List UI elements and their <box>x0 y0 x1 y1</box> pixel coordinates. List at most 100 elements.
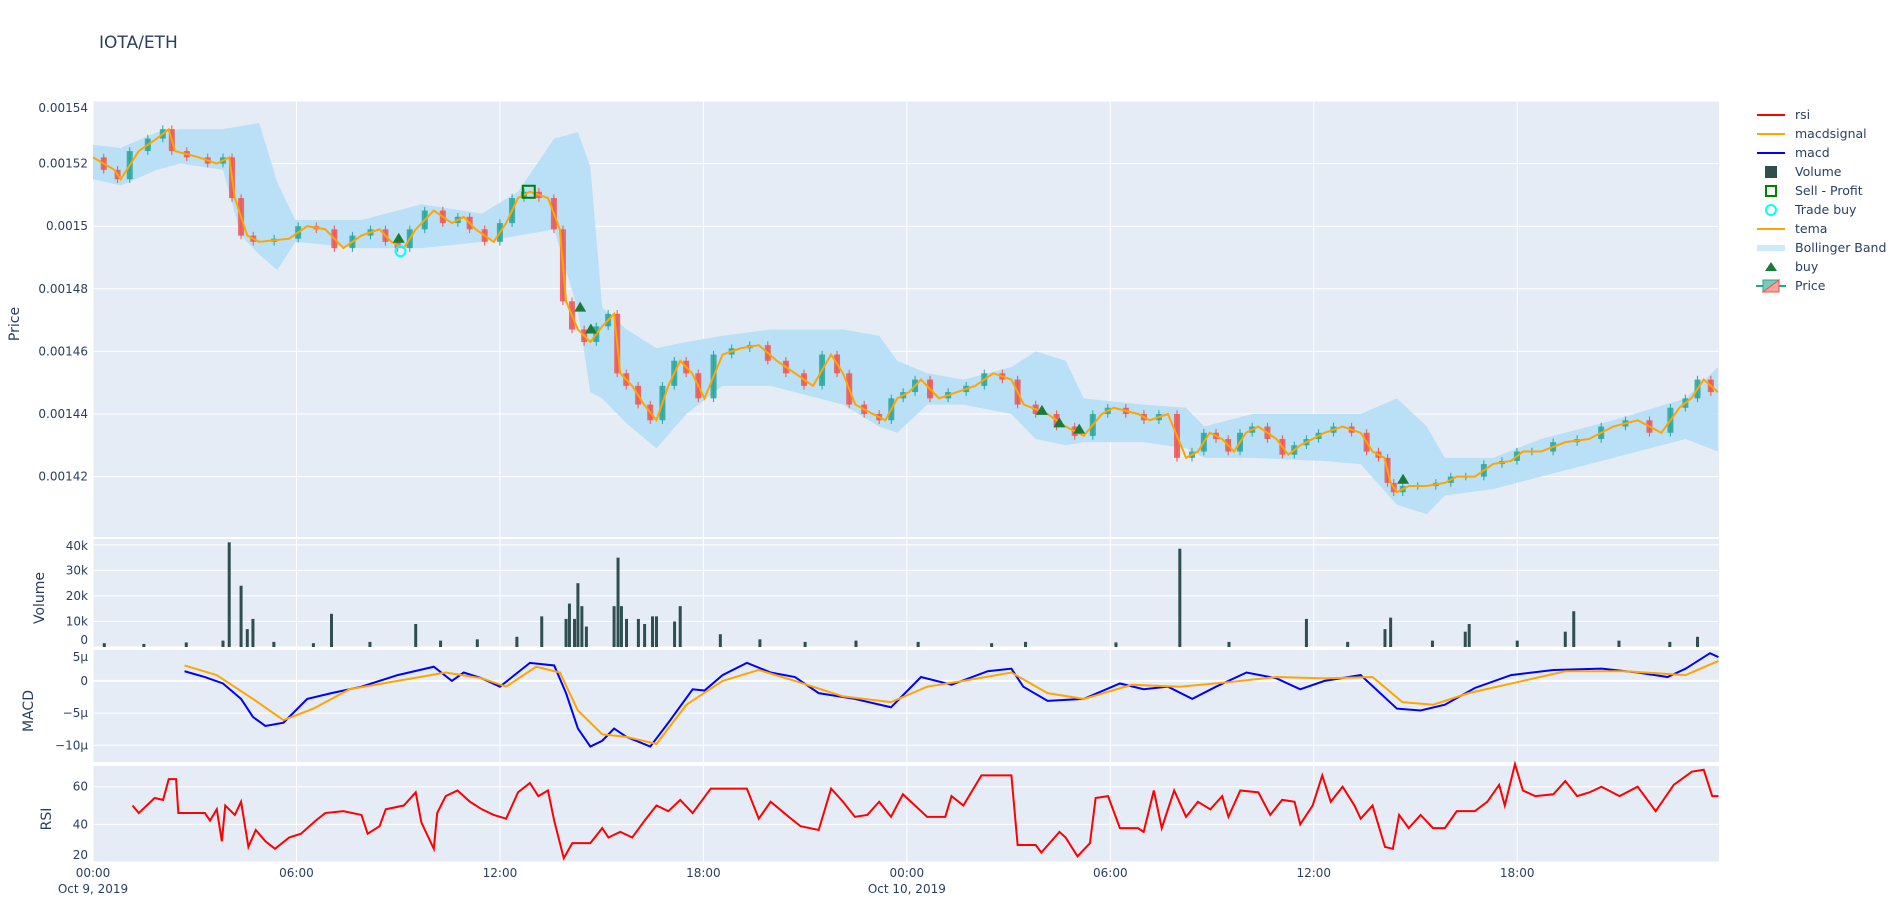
y-tick-label: −5µ <box>63 706 89 720</box>
square-icon <box>1765 165 1777 178</box>
x-tick-date-label: Oct 10, 2019 <box>868 882 946 896</box>
triangle-up-icon <box>1765 261 1777 271</box>
legend-item-sell-profit[interactable]: Sell - Profit <box>1755 181 1886 200</box>
y-tick-label: 0.0015 <box>46 219 88 233</box>
macdsignal-line <box>184 660 1719 746</box>
legend-item-buy[interactable]: buy <box>1755 257 1886 276</box>
bollinger-band-fill <box>93 122 1718 515</box>
volume-bar <box>576 583 580 647</box>
x-tick-label: 18:00 <box>686 866 721 880</box>
volume-bar <box>1024 641 1028 647</box>
y-tick-label: 40 <box>73 817 88 831</box>
legend-item-trade-buy[interactable]: Trade buy <box>1755 200 1886 219</box>
legend-item-bollinger-band[interactable]: Bollinger Band <box>1755 238 1886 257</box>
volume-bar <box>1617 640 1621 647</box>
buy-marker <box>1035 404 1048 415</box>
legend-label: Volume <box>1795 164 1842 179</box>
y-tick-label: 0.00152 <box>38 157 88 171</box>
x-tick-label: 00:00 <box>76 866 111 880</box>
legend-item-price[interactable]: Price <box>1755 276 1886 295</box>
volume-bar <box>1178 548 1182 647</box>
candlestick-icon <box>1756 278 1786 293</box>
y-tick-label: 5µ <box>73 650 89 664</box>
legend-label: Price <box>1795 278 1826 293</box>
y-tick-label: 10k <box>66 614 88 628</box>
legend-item-volume[interactable]: Volume <box>1755 162 1886 181</box>
gridlines <box>92 539 1719 648</box>
buy-marker <box>1073 423 1086 434</box>
square-outline-icon <box>1765 184 1777 197</box>
legend-label: Sell - Profit <box>1795 183 1863 198</box>
y-tick-label: 0 <box>80 674 88 688</box>
legend-label: tema <box>1795 221 1828 236</box>
legend-item-macd[interactable]: macd <box>1755 143 1886 162</box>
volume-bar <box>311 643 315 647</box>
y-tick-label: 0.00142 <box>38 470 88 484</box>
gridlines <box>92 650 1719 762</box>
legend-label: Bollinger Band <box>1795 240 1887 255</box>
volume-bar <box>1563 631 1567 647</box>
volume-bar <box>1463 631 1467 647</box>
line-swatch-icon <box>1757 132 1785 135</box>
volume-bar <box>245 629 249 647</box>
volume-bar <box>651 616 655 647</box>
tema-line <box>92 127 1719 494</box>
plot-area-volume <box>93 539 1719 647</box>
buy-marker <box>574 301 587 312</box>
volume-bar <box>654 616 658 647</box>
volume-bar <box>142 643 146 647</box>
y-tick-label: 30k <box>66 563 88 577</box>
volume-bar <box>1346 641 1350 647</box>
x-tick-date-label: Oct 9, 2019 <box>58 882 128 896</box>
volume-bar <box>803 641 807 647</box>
fill-swatch-icon <box>1757 244 1785 251</box>
plot-area-macd <box>93 650 1719 762</box>
volume-bar <box>102 643 106 647</box>
legend-item-rsi[interactable]: rsi <box>1755 105 1886 124</box>
volume-bar <box>239 585 243 647</box>
volume-bar <box>612 606 616 647</box>
y-tick-label: 0.00148 <box>38 282 88 296</box>
volume-bar <box>625 618 629 647</box>
volume-bar <box>619 606 623 647</box>
volume-bar <box>567 603 571 647</box>
volume-bar <box>564 618 568 647</box>
volume-bar <box>1383 629 1387 647</box>
trade-buy-marker <box>394 245 407 258</box>
sell-profit-marker <box>521 184 536 199</box>
chart-title: IOTA/ETH <box>99 33 178 53</box>
legend-label: macdsignal <box>1795 126 1867 141</box>
volume-bar <box>475 639 479 647</box>
volume-bar <box>584 626 588 647</box>
volume-bar <box>272 641 276 647</box>
y-tick-label: 0.00144 <box>38 407 88 421</box>
volume-bar <box>1304 618 1308 647</box>
volume-bar <box>1227 641 1231 647</box>
volume-bar <box>678 606 682 647</box>
y-tick-label: 0.00146 <box>38 344 88 358</box>
y-tick-label: −10µ <box>55 738 88 752</box>
volume-bar <box>330 613 334 647</box>
volume-bar <box>580 606 584 647</box>
volume-bar <box>1668 641 1672 647</box>
volume-bar <box>718 634 722 647</box>
legend-item-tema[interactable]: tema <box>1755 219 1886 238</box>
volume-bar <box>916 641 920 647</box>
volume-bar <box>439 640 443 647</box>
x-tick-label: 06:00 <box>1093 866 1128 880</box>
y-axis-title: Price <box>7 307 23 341</box>
plot-area-rsi <box>93 766 1719 862</box>
volume-bar <box>251 618 255 647</box>
y-tick-label: 0 <box>80 633 88 647</box>
buy-marker <box>1053 417 1066 428</box>
buy-marker <box>1397 473 1410 484</box>
x-tick-label: 06:00 <box>279 866 314 880</box>
legend-item-macdsignal[interactable]: macdsignal <box>1755 124 1886 143</box>
buy-marker <box>392 232 405 243</box>
y-tick-label: 0.00154 <box>38 101 88 115</box>
y-axis-title: MACD <box>21 690 37 732</box>
y-tick-label: 20k <box>66 589 88 603</box>
circle-outline-icon <box>1765 203 1777 216</box>
volume-bar <box>573 618 577 647</box>
